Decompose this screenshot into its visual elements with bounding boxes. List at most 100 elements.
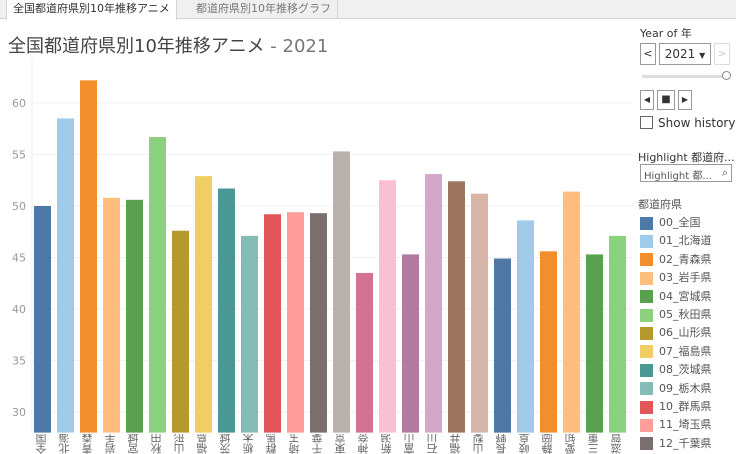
bar[interactable] bbox=[103, 197, 120, 433]
year-slider[interactable] bbox=[642, 75, 726, 78]
x-tick-text: 山梨県 bbox=[472, 434, 485, 454]
bar[interactable] bbox=[425, 174, 442, 433]
bar[interactable] bbox=[172, 230, 189, 433]
x-tick-text: 長野県 bbox=[495, 434, 508, 454]
bar[interactable] bbox=[264, 214, 281, 433]
x-tick-label: 群馬県 bbox=[261, 434, 284, 454]
page-title: 全国都道府県別10年推移アニメ - 2021 bbox=[8, 32, 328, 58]
x-tick-text: 三重県 bbox=[587, 434, 600, 454]
bar[interactable] bbox=[126, 199, 143, 433]
bar[interactable] bbox=[241, 235, 258, 433]
play-backward-button[interactable]: ◀ bbox=[640, 90, 654, 110]
legend-item[interactable]: 06_山形県 bbox=[640, 324, 712, 340]
stop-button[interactable]: ■ bbox=[657, 90, 675, 110]
bar[interactable] bbox=[57, 118, 74, 433]
legend-swatch bbox=[640, 437, 653, 451]
bar[interactable] bbox=[195, 176, 212, 433]
bar[interactable] bbox=[517, 220, 534, 433]
legend-item[interactable]: 08_茨城県 bbox=[640, 361, 712, 377]
legend-swatch bbox=[640, 290, 653, 304]
bar[interactable] bbox=[471, 193, 488, 433]
legend-item[interactable]: 01_北海道 bbox=[640, 232, 712, 248]
y-tick-label: 55 bbox=[12, 149, 26, 162]
y-tick-label: 30 bbox=[12, 406, 26, 419]
highlight-search-input[interactable]: Highlight 都... ⌕ bbox=[640, 164, 732, 182]
legend-swatch bbox=[640, 326, 653, 340]
x-tick-text: 栃木県 bbox=[242, 434, 255, 454]
legend-item[interactable]: 05_秋田県 bbox=[640, 306, 712, 322]
legend-swatch bbox=[640, 216, 653, 230]
legend-swatch bbox=[640, 308, 653, 322]
legend-swatch bbox=[640, 363, 653, 377]
year-dropdown[interactable]: 2021 ▼ bbox=[659, 43, 711, 65]
x-tick-label: 福島県 bbox=[192, 434, 215, 454]
bar[interactable] bbox=[448, 181, 465, 433]
bar[interactable] bbox=[333, 151, 350, 433]
x-tick-label: 新潟県 bbox=[376, 434, 399, 454]
tab-animation[interactable]: 全国都道府県別10年推移アニメ bbox=[6, 0, 177, 20]
legend-item[interactable]: 12_千葉県 bbox=[640, 435, 712, 451]
legend-label: 00_全国 bbox=[659, 216, 701, 229]
show-history-label: Show history bbox=[658, 116, 736, 130]
slider-handle[interactable] bbox=[722, 71, 731, 80]
legend-swatch bbox=[640, 253, 653, 267]
x-tick-label: 岩手県 bbox=[100, 434, 123, 454]
legend-item[interactable]: 09_栃木県 bbox=[640, 380, 712, 396]
legend-item[interactable]: 07_福島県 bbox=[640, 343, 712, 359]
x-tick-text: 秋田県 bbox=[150, 434, 163, 454]
x-tick-label: 東京都 bbox=[330, 434, 353, 454]
play-forward-button[interactable]: ▶ bbox=[678, 90, 692, 110]
bar[interactable] bbox=[218, 188, 235, 433]
bar[interactable] bbox=[402, 254, 419, 433]
show-history-checkbox[interactable] bbox=[640, 116, 653, 129]
x-tick-label: 秋田県 bbox=[146, 434, 169, 454]
legend-item[interactable]: 02_青森県 bbox=[640, 251, 712, 267]
tab-graph[interactable]: 都道府県別10年推移グラフ bbox=[190, 0, 338, 19]
x-tick-text: 滋賀県 bbox=[610, 434, 623, 454]
bar[interactable] bbox=[563, 191, 580, 433]
year-filter-label: Year of 年 bbox=[640, 27, 692, 40]
x-tick-text: 神奈川県 bbox=[357, 434, 370, 454]
prev-year-button[interactable]: < bbox=[640, 43, 656, 65]
x-tick-label: 富山県 bbox=[399, 434, 422, 454]
x-tick-text: 東京都 bbox=[334, 434, 347, 454]
x-tick-text: 群馬県 bbox=[265, 434, 278, 454]
bar[interactable] bbox=[540, 251, 557, 433]
title-main: 全国都道府県別10年推移アニメ bbox=[8, 36, 265, 57]
bar[interactable] bbox=[80, 80, 97, 433]
x-tick-text: 石川県 bbox=[426, 434, 439, 454]
legend-item[interactable]: 03_岩手県 bbox=[640, 269, 712, 285]
x-tick-text: 青森県 bbox=[81, 434, 94, 454]
x-tick-label: 山梨県 bbox=[468, 434, 491, 454]
x-tick-label: 千葉県 bbox=[307, 434, 330, 454]
legend-title: 都道府県 bbox=[638, 198, 682, 211]
legend-item[interactable]: 00_全国 bbox=[640, 214, 701, 230]
x-tick-text: 静岡県 bbox=[541, 434, 554, 454]
bar[interactable] bbox=[494, 258, 511, 433]
bar[interactable] bbox=[356, 272, 373, 433]
y-tick-label: 45 bbox=[12, 252, 26, 265]
legend-item[interactable]: 04_宮城県 bbox=[640, 288, 712, 304]
bar[interactable] bbox=[287, 212, 304, 433]
x-tick-label: 栃木県 bbox=[238, 434, 261, 454]
legend-item[interactable]: 10_群馬県 bbox=[640, 398, 712, 414]
legend-item[interactable]: 11_埼玉県 bbox=[640, 416, 712, 432]
y-tick-label: 60 bbox=[12, 97, 26, 110]
x-tick-text: 千葉県 bbox=[311, 434, 324, 454]
x-tick-text: 北海道 bbox=[58, 434, 71, 454]
x-tick-text: 宮城県 bbox=[127, 434, 140, 454]
legend-label: 04_宮城県 bbox=[659, 289, 712, 303]
bar[interactable] bbox=[609, 235, 626, 433]
bar[interactable] bbox=[149, 136, 166, 433]
legend-label: 12_千葉県 bbox=[659, 436, 712, 450]
bar[interactable] bbox=[34, 206, 51, 433]
bar[interactable] bbox=[379, 180, 396, 433]
legend-label: 06_山形県 bbox=[659, 326, 712, 340]
highlight-placeholder: Highlight 都... bbox=[644, 171, 712, 182]
x-tick-text: 福井県 bbox=[449, 434, 462, 454]
legend-label: 03_岩手県 bbox=[659, 271, 712, 285]
next-year-button[interactable]: > bbox=[714, 43, 730, 65]
x-tick-label: 岐阜県 bbox=[514, 434, 537, 454]
bar[interactable] bbox=[310, 213, 327, 433]
bar[interactable] bbox=[586, 254, 603, 433]
